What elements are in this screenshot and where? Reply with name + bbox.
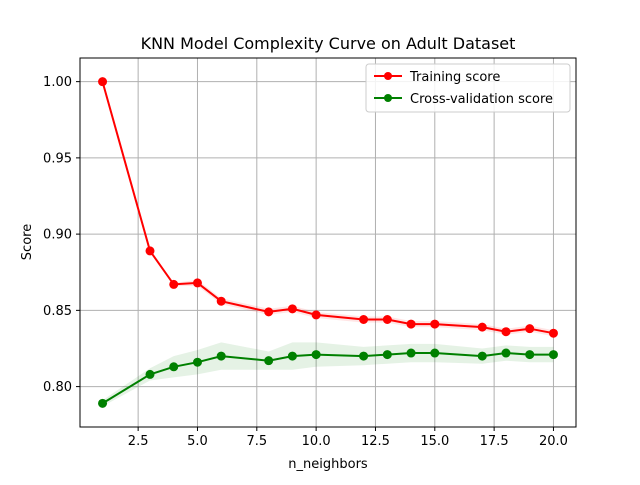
- series-2-point: [264, 356, 274, 366]
- series-2-point: [192, 357, 202, 367]
- series-1-band: [102, 81, 554, 337]
- line-layer: [98, 77, 558, 408]
- y-axis-label: Score: [20, 224, 35, 260]
- series-2-point: [382, 350, 392, 360]
- series-2-point: [311, 350, 321, 360]
- y-tick-label: 0.95: [43, 151, 72, 166]
- series-1-point: [501, 327, 511, 337]
- series-1-point: [98, 77, 108, 87]
- series-2-line: [101, 351, 554, 405]
- series-2-point: [548, 350, 558, 360]
- series-2-point: [98, 398, 108, 408]
- series-2-point: [406, 348, 416, 358]
- series-1-point: [169, 279, 179, 289]
- x-tick-label: 17.5: [480, 434, 509, 449]
- series-1-point: [216, 296, 226, 306]
- x-tick-label: 15.0: [420, 434, 449, 449]
- series-1-point: [359, 315, 369, 325]
- plot-frame: [79, 57, 577, 428]
- series-1-point: [406, 319, 416, 329]
- series-1-point: [477, 322, 487, 332]
- legend-marker: [384, 72, 392, 80]
- series-2-band: [102, 342, 554, 407]
- y-tick-label: 0.85: [43, 304, 72, 319]
- x-tick-label: 20.0: [539, 434, 568, 449]
- series-2-point: [430, 348, 440, 358]
- y-tick-label: 1.00: [43, 75, 72, 90]
- y-tick-label: 0.90: [43, 228, 72, 243]
- legend-label: Training score: [409, 70, 500, 85]
- x-tick-label: 5.0: [187, 434, 208, 449]
- x-tick-label: 10.0: [302, 434, 331, 449]
- x-tick-label: 7.5: [246, 434, 267, 449]
- x-tick-label: 2.5: [128, 434, 149, 449]
- series-1-line: [101, 81, 554, 335]
- x-tick-label: 12.5: [361, 434, 390, 449]
- series-2-point: [216, 351, 226, 361]
- y-tick-label: 0.80: [43, 380, 72, 395]
- series-1-point: [145, 246, 155, 256]
- series-2-point: [477, 351, 487, 361]
- series-2-point: [359, 351, 369, 361]
- series-2-point: [169, 362, 179, 372]
- series-1-point: [430, 319, 440, 329]
- series-2-point: [525, 350, 535, 360]
- series-1-point: [264, 307, 274, 317]
- chart-title: KNN Model Complexity Curve on Adult Data…: [141, 34, 516, 53]
- x-axis-label: n_neighbors: [288, 457, 368, 472]
- series-2-point: [287, 351, 297, 361]
- legend: Training score Cross-validation score: [365, 63, 571, 113]
- legend-label: Cross-validation score: [410, 92, 553, 107]
- series-2-point: [501, 348, 511, 358]
- series-1-point: [548, 328, 558, 338]
- legend-box: [365, 63, 571, 113]
- series-2-point: [145, 369, 155, 379]
- series-1-point: [311, 310, 321, 320]
- series-1-point: [287, 304, 297, 314]
- series-1-point: [382, 315, 392, 325]
- series-1-point: [192, 278, 202, 288]
- legend-marker: [384, 94, 392, 102]
- series-1-point: [525, 324, 535, 334]
- tick-layer: 2.5 5.0 7.5 10.0 12.5 15.0 17.5 20.0 0.80 0.85 0.9…: [43, 75, 568, 449]
